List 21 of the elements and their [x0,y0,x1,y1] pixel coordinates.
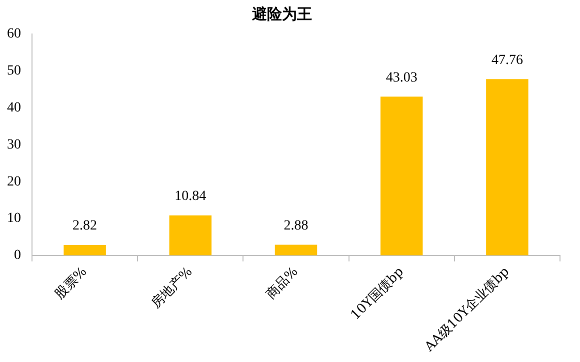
bar [169,215,212,256]
x-tick-label: 商品% [263,264,302,302]
y-tick-label: 60 [7,26,21,42]
bar [380,96,423,256]
bar [274,244,318,256]
x-tick-label: 房地产% [148,264,196,312]
data-label: 47.76 [491,52,523,68]
data-label: 10.84 [174,189,206,204]
data-label: 43.03 [386,70,418,86]
y-tick-label: 50 [7,64,21,79]
y-tick-label: 10 [7,211,21,226]
y-tick-label: 0 [14,248,21,264]
y-tick-label: 40 [7,100,21,116]
y-tick-label: 20 [7,174,21,190]
x-tick-label: 股票% [52,264,90,302]
data-label: 2.88 [284,218,308,234]
data-label: 2.82 [72,218,98,234]
bar [486,79,528,256]
y-tick-label: 30 [7,137,21,152]
bar [64,244,106,256]
chart-title: 避险为王 [251,4,312,23]
